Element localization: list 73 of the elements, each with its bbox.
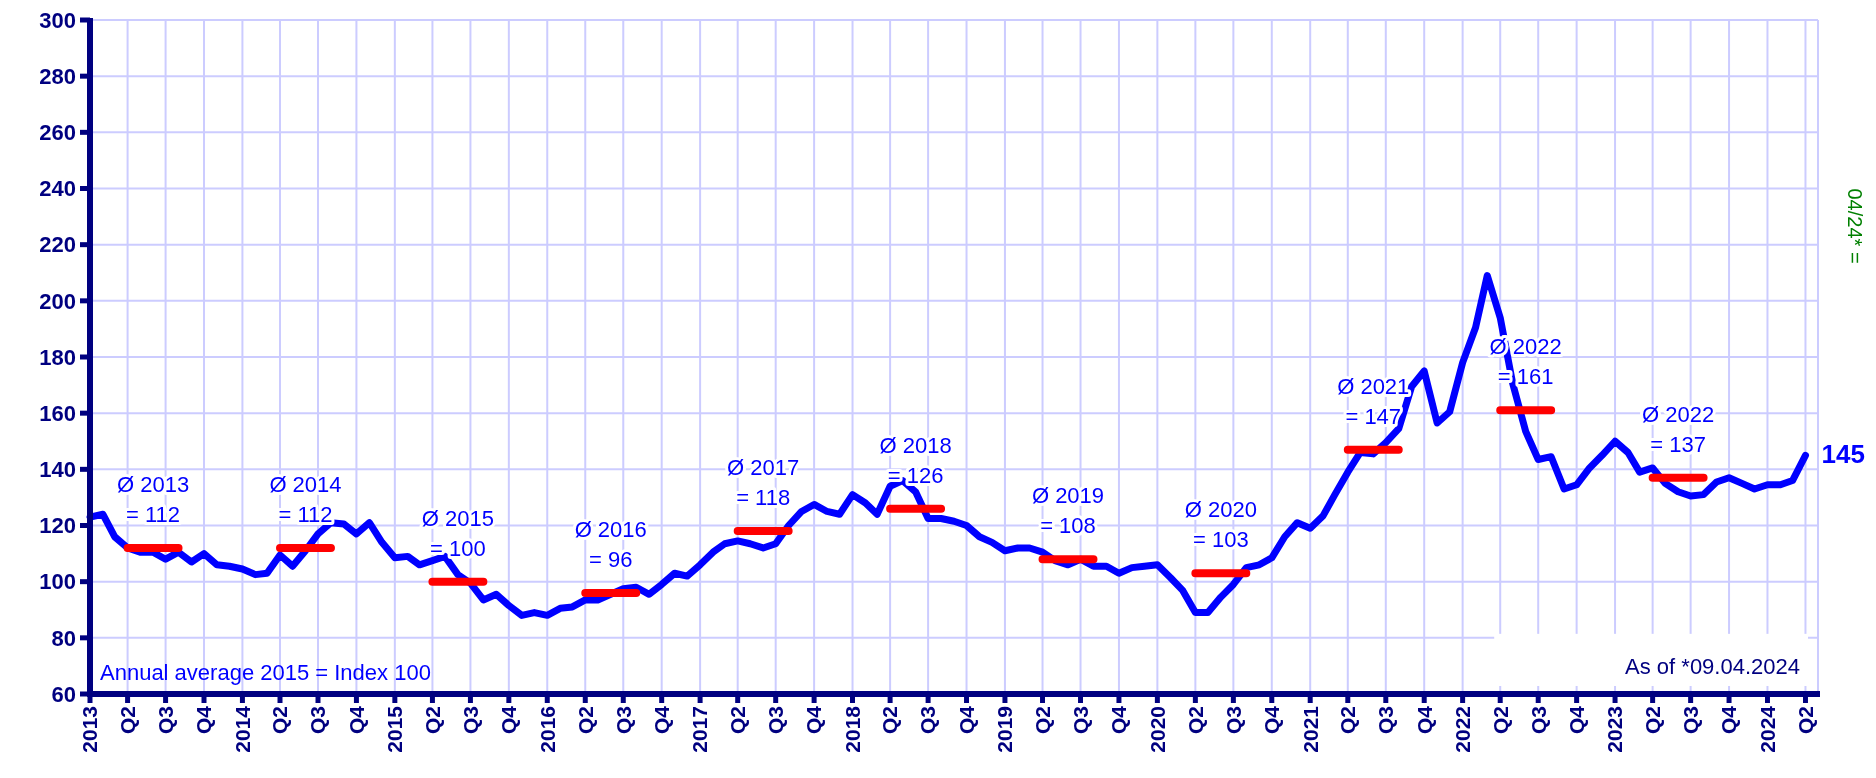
- x-tick-label: Q3: [764, 706, 788, 735]
- annotation: Ø 2016 = 96: [574, 516, 647, 572]
- annotation: Ø 2022 = 137: [1642, 401, 1715, 457]
- x-tick-label: 2013: [78, 706, 102, 753]
- y-tick-label: 80: [51, 625, 76, 651]
- y-tick-label: 120: [39, 513, 76, 539]
- annotation: Ø 2021 = 147: [1337, 373, 1410, 429]
- x-tick-label: Q3: [1526, 706, 1550, 735]
- x-tick-label: Q4: [497, 705, 521, 735]
- x-tick-label: 2024: [1755, 705, 1779, 753]
- x-tick-label: Q4: [192, 705, 216, 735]
- x-tick-label: Q4: [954, 705, 978, 735]
- x-tick-label: Q2: [1488, 706, 1512, 735]
- text: 04/24* =: [1844, 188, 1866, 264]
- annotation: Ø 2020 = 103: [1184, 497, 1257, 553]
- annotation: 145: [1821, 439, 1865, 470]
- x-tick-label: Q3: [1374, 706, 1398, 735]
- x-tick-label: 2016: [535, 706, 559, 753]
- x-tick-label: Q2: [420, 706, 444, 735]
- x-tick-label: 2022: [1450, 706, 1474, 753]
- x-tick-label: Q2: [115, 706, 139, 735]
- x-tick-label: Q3: [458, 706, 482, 735]
- x-tick-label: Q3: [611, 706, 635, 735]
- y-tick-label: 240: [39, 176, 76, 202]
- y-tick-label: 140: [39, 457, 76, 483]
- x-tick-label: Q2: [726, 706, 750, 735]
- y-tick-label: 260: [39, 120, 76, 146]
- x-tick-label: Q4: [344, 705, 368, 735]
- y-tick-label: 180: [39, 344, 76, 370]
- annotation: Ø 2015 = 100: [421, 505, 494, 561]
- x-tick-label: Q4: [650, 705, 674, 735]
- x-tick-label: Q2: [1336, 706, 1360, 735]
- x-tick-label: Q2: [878, 706, 902, 735]
- annotation: Ø 2014 = 112: [269, 471, 342, 527]
- y-tick-label: 60: [51, 681, 76, 707]
- y-tick-label: 160: [39, 400, 76, 426]
- x-tick-label: 2015: [383, 705, 407, 753]
- annotation: Annual average 2015 = Index 100: [100, 660, 431, 685]
- x-tick-label: Q2: [1793, 706, 1817, 735]
- x-tick-label: 2014: [230, 705, 254, 753]
- x-tick-label: Q4: [1412, 705, 1436, 735]
- y-tick-label: 100: [39, 569, 76, 595]
- x-tick-label: Q3: [1221, 706, 1245, 735]
- x-tick-label: Q4: [1260, 705, 1284, 735]
- x-tick-label: 2021: [1298, 705, 1322, 753]
- x-tick-label: Q4: [1107, 705, 1131, 735]
- y-tick-label: 300: [39, 7, 76, 33]
- x-tick-label: Q4: [1564, 705, 1588, 735]
- x-tick-label: 2019: [993, 706, 1017, 753]
- annotation: Ø 2019 = 108: [1031, 483, 1105, 539]
- x-tick-label: Q3: [306, 706, 330, 735]
- annotation: Ø 2018 = 126: [879, 432, 952, 488]
- x-tick-label: Q2: [1030, 706, 1054, 735]
- x-tick-label: 2017: [688, 706, 712, 753]
- y-tick-label: 200: [39, 288, 76, 314]
- x-tick-label: Q2: [573, 706, 597, 735]
- y-tick-label: 220: [39, 232, 76, 258]
- annotation: As of *09.04.2024: [1625, 654, 1800, 679]
- x-tick-label: Q2: [268, 706, 292, 735]
- x-tick-label: Q4: [802, 705, 826, 735]
- x-tick-label: Q2: [1183, 706, 1207, 735]
- x-tick-label: Q3: [1678, 706, 1702, 735]
- x-tick-label: Q4: [1717, 705, 1741, 735]
- x-tick-label: 2018: [840, 705, 864, 753]
- annotation: Ø 2017 = 118: [727, 455, 800, 511]
- y-tick-label: 280: [39, 63, 76, 89]
- x-tick-label: Q3: [1068, 706, 1092, 735]
- x-tick-label: 2023: [1603, 706, 1627, 753]
- x-tick-label: Q2: [1640, 706, 1664, 735]
- annotation: Ø 2013 = 112: [116, 471, 190, 527]
- x-tick-label: Q3: [916, 706, 940, 735]
- x-tick-label: Q3: [153, 706, 177, 735]
- x-tick-label: 2020: [1145, 706, 1169, 753]
